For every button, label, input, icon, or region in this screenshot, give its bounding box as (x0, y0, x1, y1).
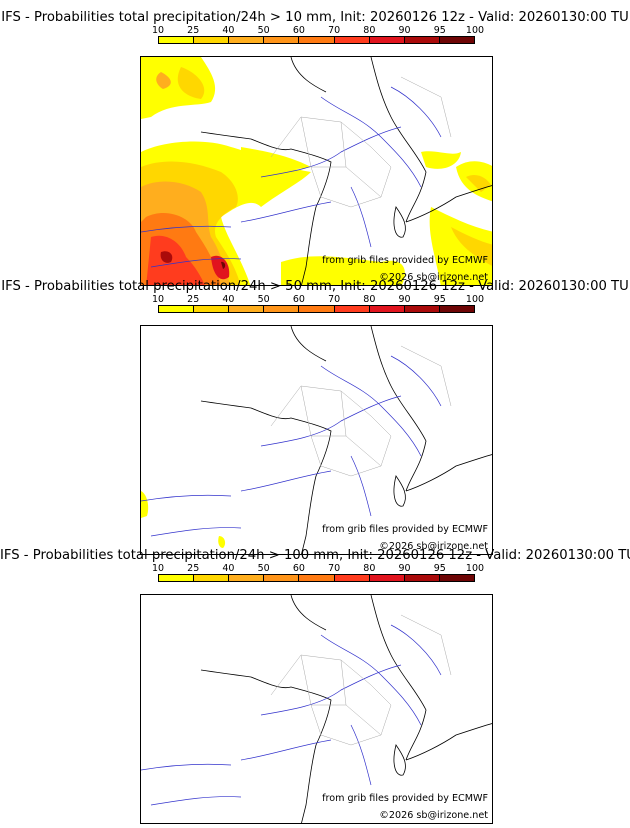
regional-borders (270, 345, 452, 477)
colorbar-tick-label: 10 (151, 25, 165, 36)
colorbar-swatch (334, 306, 370, 312)
colorbar-ticks: 10 25 40 50 60 70 80 90 95 100 (152, 294, 484, 306)
colorbar-swatch (194, 575, 230, 581)
colorbar-swatch (299, 37, 335, 43)
colorbar-swatch (439, 37, 474, 43)
colorbar-swatch (334, 575, 370, 581)
colorbar-swatch (299, 306, 335, 312)
colorbar-tick-label: 100 (465, 563, 485, 574)
colorbar-tick-label: 80 (363, 25, 376, 36)
rivers (141, 624, 442, 806)
credit-copyright: ©2026 sb@irizone.net (379, 810, 488, 821)
colorbar-tick-label: 95 (433, 25, 446, 36)
colorbar-tick-label: 25 (187, 563, 200, 574)
map-graphic (141, 326, 492, 554)
credit-copyright: ©2026 sb@irizone.net (379, 541, 488, 552)
colorbar-tick-label: 90 (398, 563, 411, 574)
colorbar-tick-label: 80 (363, 563, 376, 574)
colorbar-swatch (439, 306, 474, 312)
colorbar-swatch (369, 306, 405, 312)
panel-title: IFS - Probabilities total precipitation/… (1, 10, 629, 25)
colorbar-swatch (264, 37, 300, 43)
colorbar-tick-label: 90 (398, 25, 411, 36)
colorbar-tick-label: 95 (433, 563, 446, 574)
colorbar-tick-label: 60 (292, 294, 305, 305)
regional-borders (270, 76, 452, 208)
colorbar-swatch (159, 575, 195, 581)
colorbar (158, 574, 475, 582)
colorbar-swatch (159, 306, 195, 312)
colorbar-swatch (299, 575, 335, 581)
colorbar-swatch (194, 306, 230, 312)
colorbar-swatch (229, 306, 265, 312)
colorbar-swatch (439, 575, 474, 581)
colorbar-swatch (229, 37, 265, 43)
panel-10mm: IFS - Probabilities total precipitation/… (0, 10, 630, 286)
precip-map[interactable]: from grib files provided by ECMWF ©2026 … (140, 325, 493, 555)
colorbar-tick-label: 40 (222, 294, 235, 305)
colorbar-swatch (264, 306, 300, 312)
panel-title: IFS - Probabilities total precipitation/… (0, 548, 630, 563)
colorbar-swatch (404, 37, 440, 43)
coastlines (200, 57, 492, 285)
map-graphic (141, 595, 492, 823)
colorbar-tick-label: 70 (328, 563, 341, 574)
colorbar-tick-label: 25 (187, 25, 200, 36)
colorbar-swatch (404, 306, 440, 312)
colorbar-ticks: 10 25 40 50 60 70 80 90 95 100 (152, 25, 484, 37)
coastlines (200, 326, 492, 554)
colorbar-swatch (264, 575, 300, 581)
colorbar-tick-label: 40 (222, 25, 235, 36)
colorbar-tick-label: 50 (257, 563, 270, 574)
colorbar-tick-label: 10 (151, 563, 165, 574)
credit-source: from grib files provided by ECMWF (322, 524, 488, 535)
credit-source: from grib files provided by ECMWF (322, 793, 488, 804)
precip-map[interactable]: from grib files provided by ECMWF ©2026 … (140, 594, 493, 824)
colorbar-swatch (334, 37, 370, 43)
colorbar-tick-label: 90 (398, 294, 411, 305)
colorbar-tick-label: 50 (257, 25, 270, 36)
coastlines (200, 595, 492, 823)
colorbar-tick-label: 10 (151, 294, 165, 305)
colorbar-tick-label: 80 (363, 294, 376, 305)
precip-map[interactable]: from grib files provided by ECMWF ©2026 … (140, 56, 493, 286)
colorbar-tick-label: 95 (433, 294, 446, 305)
credit-source: from grib files provided by ECMWF (322, 255, 488, 266)
panel-50mm: IFS - Probabilities total precipitation/… (0, 279, 630, 555)
rivers (141, 355, 442, 537)
rivers (141, 86, 442, 268)
colorbar-tick-label: 60 (292, 25, 305, 36)
colorbar (158, 305, 475, 313)
colorbar-swatch (369, 37, 405, 43)
probability-shading (141, 491, 226, 548)
credit-copyright: ©2026 sb@irizone.net (379, 272, 488, 283)
colorbar-tick-label: 60 (292, 563, 305, 574)
colorbar-tick-label: 50 (257, 294, 270, 305)
colorbar-swatch (159, 37, 195, 43)
colorbar-tick-label: 100 (465, 25, 485, 36)
colorbar (158, 36, 475, 44)
colorbar-tick-label: 100 (465, 294, 485, 305)
colorbar-swatch (229, 575, 265, 581)
colorbar-tick-label: 40 (222, 563, 235, 574)
map-graphic (141, 57, 492, 285)
colorbar-ticks: 10 25 40 50 60 70 80 90 95 100 (152, 563, 484, 575)
panel-100mm: IFS - Probabilities total precipitation/… (0, 548, 630, 824)
colorbar-swatch (194, 37, 230, 43)
regional-borders (270, 614, 452, 746)
colorbar-tick-label: 25 (187, 294, 200, 305)
colorbar-tick-label: 70 (328, 25, 341, 36)
colorbar-swatch (369, 575, 405, 581)
panel-title: IFS - Probabilities total precipitation/… (1, 279, 629, 294)
colorbar-tick-label: 70 (328, 294, 341, 305)
colorbar-swatch (404, 575, 440, 581)
probability-shading (141, 57, 492, 285)
